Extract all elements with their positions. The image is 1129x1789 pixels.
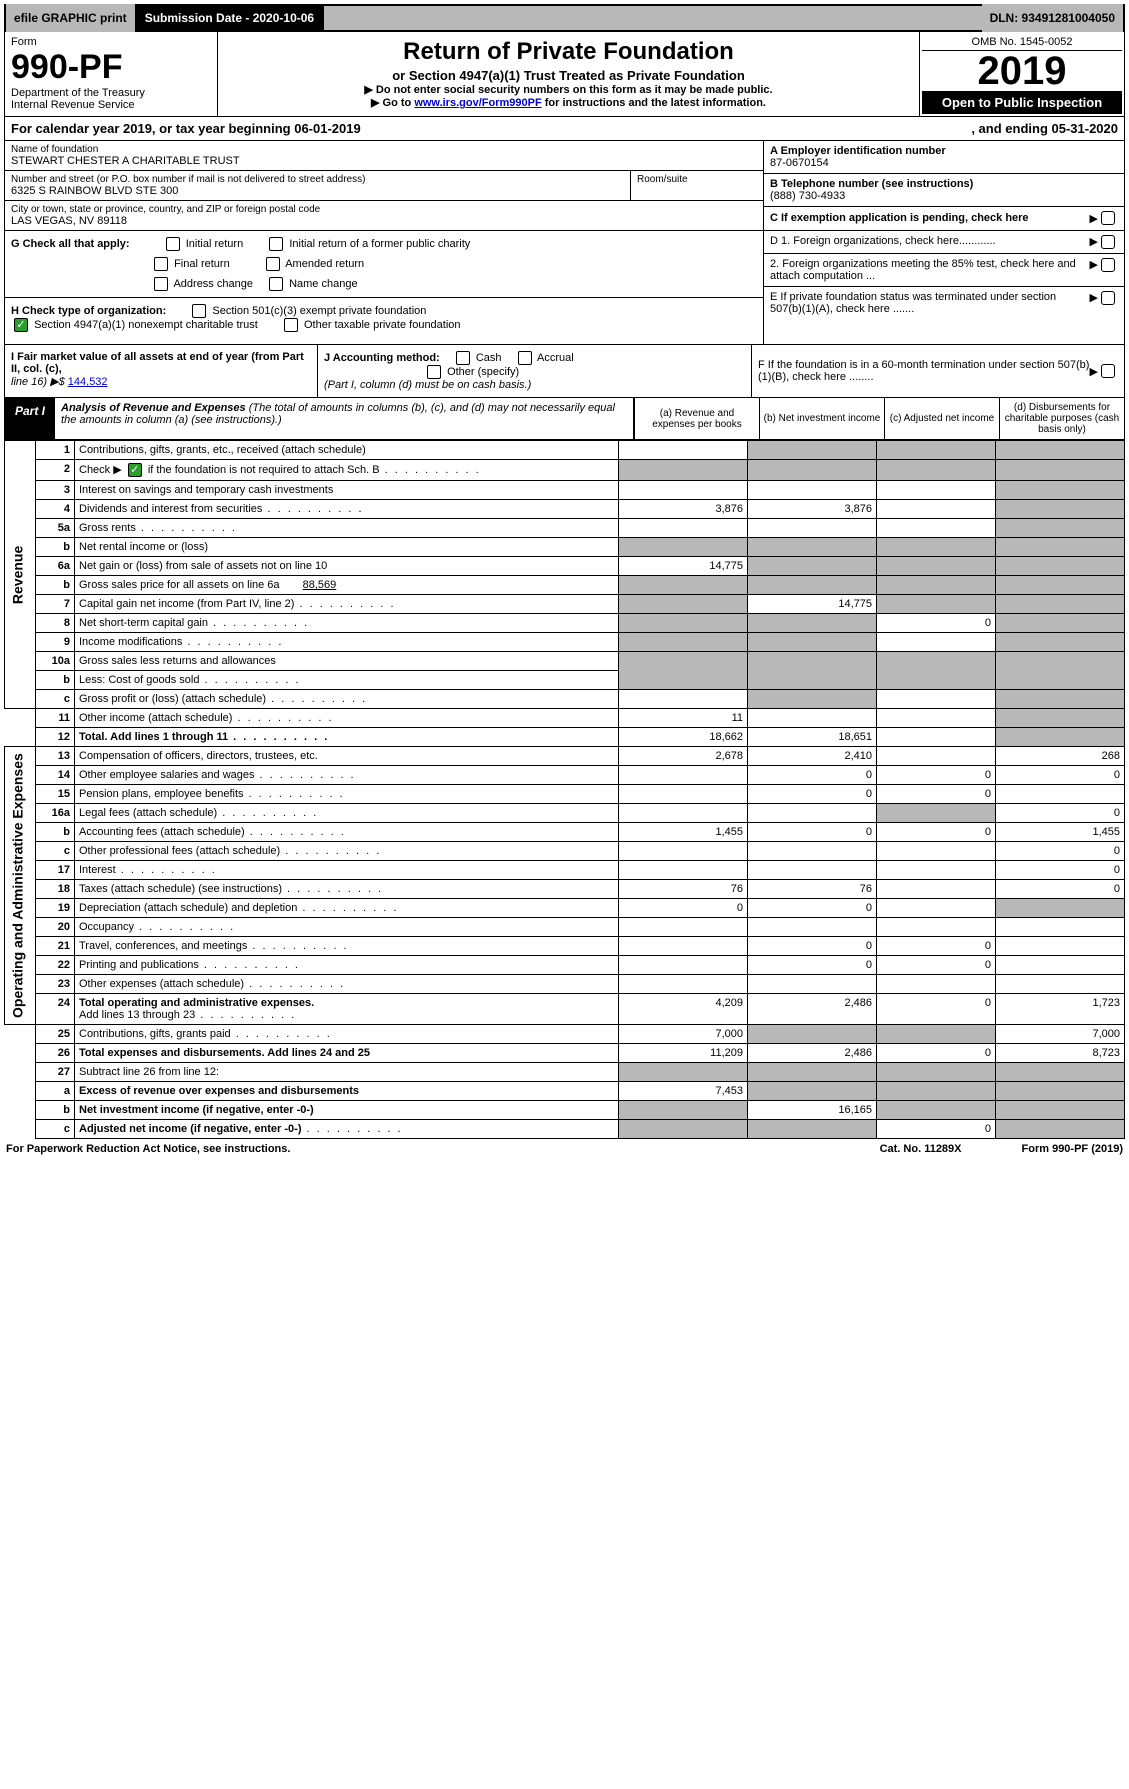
- tax-year: 2019: [922, 51, 1122, 91]
- d1-checkbox[interactable]: [1101, 235, 1115, 249]
- other-checkbox[interactable]: [427, 365, 441, 379]
- street-address: 6325 S RAINBOW BLVD STE 300: [11, 185, 624, 197]
- initial-former-checkbox[interactable]: [269, 237, 283, 251]
- header-mid: Return of Private Foundation or Section …: [218, 32, 919, 116]
- fmv-amount[interactable]: 144,532: [68, 376, 108, 388]
- header-right: OMB No. 1545-0052 2019 Open to Public In…: [919, 32, 1124, 116]
- col-d-header: (d) Disbursements for charitable purpose…: [999, 398, 1124, 439]
- cat-no: Cat. No. 11289X: [880, 1143, 962, 1155]
- irs: Internal Revenue Service: [11, 99, 211, 111]
- s501-checkbox[interactable]: [192, 304, 206, 318]
- ein: 87-0670154: [770, 157, 1118, 169]
- j-label: J Accounting method:: [324, 352, 440, 364]
- dept: Department of the Treasury: [11, 87, 211, 99]
- j-note: (Part I, column (d) must be on cash basi…: [324, 379, 531, 391]
- section-i-j-f: I Fair market value of all assets at end…: [4, 345, 1125, 398]
- open-public: Open to Public Inspection: [922, 91, 1122, 114]
- telephone: (888) 730-4933: [770, 190, 1118, 202]
- other-tax-checkbox[interactable]: [284, 318, 298, 332]
- revenue-side: Revenue: [5, 441, 36, 709]
- amended-checkbox[interactable]: [266, 257, 280, 271]
- f-checkbox[interactable]: [1101, 364, 1115, 378]
- i-label: I Fair market value of all assets at end…: [11, 351, 304, 375]
- part1-header: Part I Analysis of Revenue and Expenses …: [4, 398, 1125, 440]
- form-ref: Form 990-PF (2019): [1022, 1143, 1123, 1155]
- e-checkbox[interactable]: [1101, 291, 1115, 305]
- header-left: Form 990-PF Department of the Treasury I…: [5, 32, 218, 116]
- s4947-checkbox[interactable]: ✓: [14, 318, 28, 332]
- form-header: Form 990-PF Department of the Treasury I…: [4, 32, 1125, 117]
- cash-checkbox[interactable]: [456, 351, 470, 365]
- pra-notice: For Paperwork Reduction Act Notice, see …: [6, 1143, 880, 1155]
- part1-label: Part I: [5, 398, 55, 439]
- name-label: Name of foundation: [11, 144, 757, 155]
- name-change-checkbox[interactable]: [269, 277, 283, 291]
- dln: DLN: 93491281004050: [982, 4, 1123, 32]
- c-label: C If exemption application is pending, c…: [770, 212, 1090, 224]
- g-label: G Check all that apply:: [11, 238, 130, 250]
- final-checkbox[interactable]: [154, 257, 168, 271]
- tel-label: B Telephone number (see instructions): [770, 178, 1118, 190]
- section-g-d: G Check all that apply: Initial return I…: [4, 231, 1125, 345]
- submission-date: Submission Date - 2020-10-06: [135, 4, 324, 32]
- initial-checkbox[interactable]: [166, 237, 180, 251]
- expenses-side: Operating and Administrative Expenses: [5, 747, 36, 1025]
- calendar-year: For calendar year 2019, or tax year begi…: [4, 117, 1125, 141]
- accrual-checkbox[interactable]: [518, 351, 532, 365]
- ein-label: A Employer identification number: [770, 145, 1118, 157]
- h-label: H Check type of organization:: [11, 305, 166, 317]
- spacer: [324, 6, 981, 30]
- form-subtitle: or Section 4947(a)(1) Trust Treated as P…: [222, 68, 915, 83]
- schb-checkbox[interactable]: ✓: [128, 463, 142, 477]
- entity-block: Name of foundation STEWART CHESTER A CHA…: [4, 141, 1125, 231]
- city-state-zip: LAS VEGAS, NV 89118: [11, 215, 757, 227]
- col-b-header: (b) Net investment income: [759, 398, 884, 439]
- note-ssn: ▶ Do not enter social security numbers o…: [222, 83, 915, 96]
- d1-label: D 1. Foreign organizations, check here..…: [770, 235, 1090, 247]
- d2-label: 2. Foreign organizations meeting the 85%…: [770, 258, 1090, 282]
- form-number: 990-PF: [11, 48, 211, 87]
- f-label: F If the foundation is in a 60-month ter…: [758, 359, 1090, 383]
- irs-link[interactable]: www.irs.gov/Form990PF: [414, 97, 541, 109]
- efile-label: efile GRAPHIC print: [6, 4, 135, 32]
- room-label: Room/suite: [631, 171, 763, 200]
- top-bar: efile GRAPHIC print Submission Date - 20…: [4, 4, 1125, 32]
- col-a-header: (a) Revenue and expenses per books: [634, 398, 759, 439]
- d2-checkbox[interactable]: [1101, 258, 1115, 272]
- part1-table: Revenue 1Contributions, gifts, grants, e…: [4, 440, 1125, 1139]
- note-link: ▶ Go to www.irs.gov/Form990PF for instru…: [222, 96, 915, 109]
- e-label: E If private foundation status was termi…: [770, 291, 1090, 315]
- foundation-name: STEWART CHESTER A CHARITABLE TRUST: [11, 155, 757, 167]
- city-label: City or town, state or province, country…: [11, 204, 757, 215]
- arrow-icon: ▶: [1090, 212, 1098, 225]
- form-label: Form: [11, 36, 211, 48]
- addr-change-checkbox[interactable]: [154, 277, 168, 291]
- page-footer: For Paperwork Reduction Act Notice, see …: [4, 1139, 1125, 1159]
- addr-label: Number and street (or P.O. box number if…: [11, 174, 624, 185]
- c-checkbox[interactable]: [1101, 211, 1115, 225]
- col-c-header: (c) Adjusted net income: [884, 398, 999, 439]
- form-title: Return of Private Foundation: [222, 38, 915, 66]
